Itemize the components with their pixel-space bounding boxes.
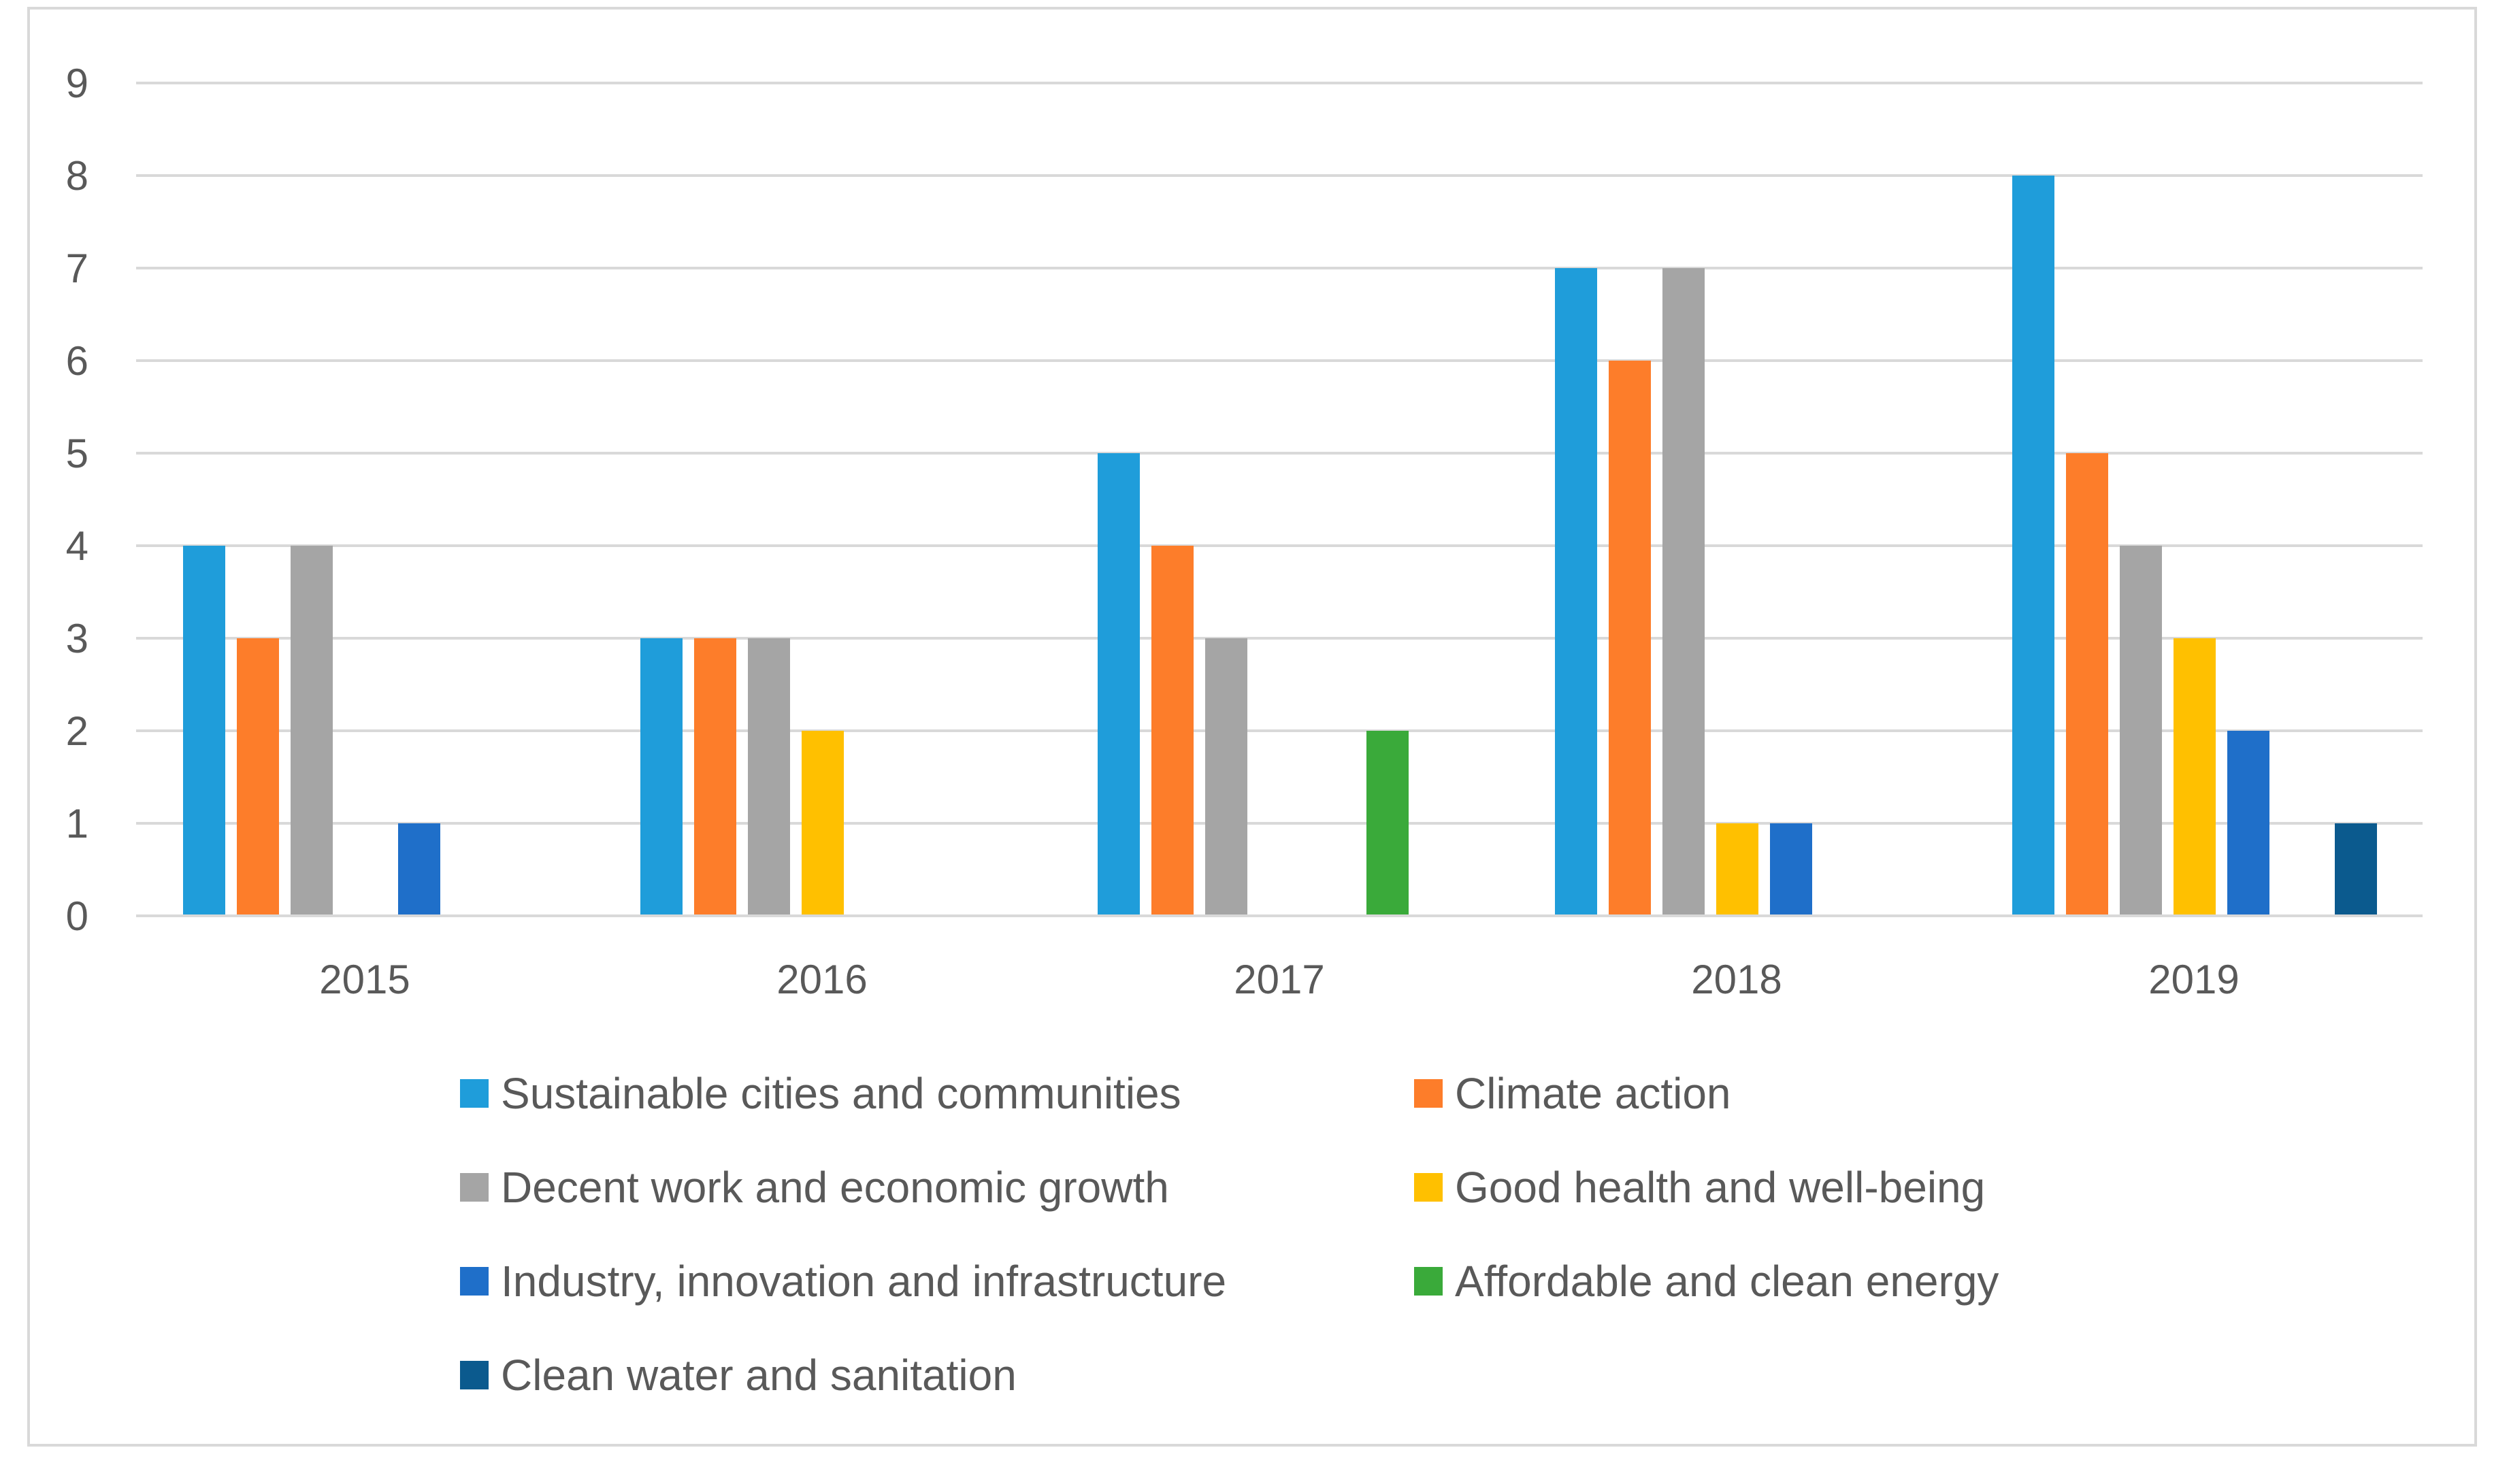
legend-swatch (460, 1361, 489, 1389)
y-tick-label-1: 1 (66, 801, 88, 846)
bar-2017-sustainable-cities-and-communities (1098, 453, 1140, 916)
y-tick-label-7: 7 (66, 246, 88, 291)
bar-2019-decent-work-and-economic-growth (2120, 546, 2162, 916)
bar-2015-sustainable-cities-and-communities (183, 546, 225, 916)
legend-item: Climate action (1414, 1069, 1731, 1118)
x-tick-label-2017: 2017 (1234, 957, 1324, 1002)
y-axis-ticks: 0 1 2 3 4 5 6 7 8 9 (66, 61, 88, 939)
legend-item: Decent work and economic growth (460, 1163, 1169, 1212)
legend-swatch (1414, 1267, 1443, 1296)
bar-2019-clean-water-and-sanitation (2335, 823, 2377, 916)
y-tick-label-8: 8 (66, 153, 88, 199)
bar-2016-climate-action (694, 638, 736, 916)
bar-2016-good-health-and-well-being (802, 731, 844, 916)
x-tick-label-2015: 2015 (319, 957, 410, 1002)
x-tick-label-2016: 2016 (776, 957, 867, 1002)
legend-label: Sustainable cities and communities (501, 1069, 1181, 1118)
bar-2018-industry-innovation-and-infrastructure (1770, 823, 1812, 916)
y-tick-label-2: 2 (66, 708, 88, 754)
legend-swatch (460, 1173, 489, 1202)
bar-2017-climate-action (1151, 546, 1194, 916)
legend-item: Industry, innovation and infrastructure (460, 1257, 1226, 1306)
legend-label: Good health and well-being (1455, 1163, 1985, 1212)
bar-2015-decent-work-and-economic-growth (291, 546, 333, 916)
bar-2016-sustainable-cities-and-communities (640, 638, 683, 916)
legend: Sustainable cities and communities Climat… (460, 1069, 1999, 1400)
y-tick-label-4: 4 (66, 523, 88, 569)
legend-item: Good health and well-being (1414, 1163, 1985, 1212)
legend-item: Affordable and clean energy (1414, 1257, 1999, 1306)
bar-2016-decent-work-and-economic-growth (748, 638, 790, 916)
bar-2019-climate-action (2066, 453, 2108, 916)
bar-2015-industry-innovation-and-infrastructure (398, 823, 440, 916)
bar-2019-industry-innovation-and-infrastructure (2227, 731, 2269, 916)
x-tick-label-2018: 2018 (1691, 957, 1782, 1002)
legend-label: Decent work and economic growth (501, 1163, 1169, 1212)
bars (183, 176, 2377, 916)
bar-2018-climate-action (1609, 361, 1651, 916)
bar-2017-affordable-and-clean-energy (1366, 731, 1409, 916)
bar-2018-sustainable-cities-and-communities (1555, 268, 1597, 916)
y-tick-label-3: 3 (66, 616, 88, 661)
y-tick-label-0: 0 (66, 893, 88, 939)
legend-swatch (1414, 1173, 1443, 1202)
legend-item: Clean water and sanitation (460, 1351, 1017, 1400)
bar-2017-decent-work-and-economic-growth (1205, 638, 1247, 916)
legend-item: Sustainable cities and communities (460, 1069, 1181, 1118)
legend-label: Clean water and sanitation (501, 1351, 1017, 1400)
bar-2018-decent-work-and-economic-growth (1662, 268, 1705, 916)
legend-label: Industry, innovation and infrastructure (501, 1257, 1226, 1306)
x-axis-ticks: 2015 2016 2017 2018 2019 (319, 957, 2239, 1002)
legend-label: Affordable and clean energy (1455, 1257, 1999, 1306)
bar-2018-good-health-and-well-being (1716, 823, 1758, 916)
x-tick-label-2019: 2019 (2148, 957, 2239, 1002)
legend-swatch (460, 1079, 489, 1108)
bar-2019-sustainable-cities-and-communities (2012, 176, 2054, 916)
legend-label: Climate action (1455, 1069, 1731, 1118)
legend-swatch (460, 1267, 489, 1296)
bar-2015-climate-action (237, 638, 279, 916)
bar-2019-good-health-and-well-being (2174, 638, 2216, 916)
y-tick-label-6: 6 (66, 338, 88, 384)
y-tick-label-9: 9 (66, 61, 88, 106)
legend-swatch (1414, 1079, 1443, 1108)
y-tick-label-5: 5 (66, 431, 88, 476)
